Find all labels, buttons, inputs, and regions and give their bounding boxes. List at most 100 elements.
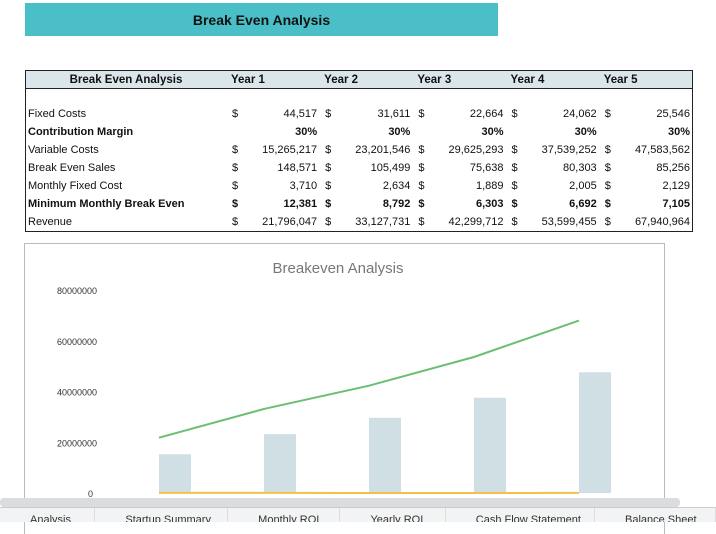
- currency-symbol: $: [319, 105, 339, 123]
- currency-symbol: $: [599, 141, 619, 159]
- cell-value: 22,664: [432, 105, 505, 123]
- bar: [159, 454, 191, 493]
- row-label: Variable Costs: [26, 141, 227, 159]
- cell-value: 6,692: [526, 195, 599, 213]
- currency-symbol: $: [226, 195, 246, 213]
- cell-value: 47,583,562: [619, 141, 693, 159]
- currency-symbol: $: [412, 141, 432, 159]
- cell-value: 80,303: [526, 159, 599, 177]
- y-tick-label: 60000000: [57, 337, 97, 347]
- y-tick-label: 80000000: [57, 286, 97, 296]
- cell-value: 105,499: [339, 159, 412, 177]
- cell-value: 24,062: [526, 105, 599, 123]
- sheet-tab[interactable]: Startup Summary: [95, 508, 228, 522]
- horizontal-scrollbar[interactable]: [0, 498, 680, 507]
- currency-symbol: $: [599, 195, 619, 213]
- cell-value: 148,571: [246, 159, 319, 177]
- row-label: Contribution Margin: [26, 123, 227, 141]
- currency-symbol: $: [319, 177, 339, 195]
- cell-value: 85,256: [619, 159, 693, 177]
- table-row: Fixed Costs$44,517$31,611$22,664$24,062$…: [26, 105, 693, 123]
- row-label: Revenue: [26, 213, 227, 232]
- cell-value: 23,201,546: [339, 141, 412, 159]
- cell-value: 29,625,293: [432, 141, 505, 159]
- row-label: Minimum Monthly Break Even: [26, 195, 227, 213]
- y-tick-label: 20000000: [57, 438, 97, 448]
- currency-symbol: $: [319, 213, 339, 232]
- header-year-5: Year 5: [599, 71, 693, 89]
- header-year-4: Year 4: [506, 71, 599, 89]
- sheet-tab[interactable]: Monthly ROI: [228, 508, 340, 522]
- currency-symbol: $: [412, 177, 432, 195]
- currency-symbol: $: [319, 141, 339, 159]
- cell-value: 42,299,712: [432, 213, 505, 232]
- cell-value: 30%: [432, 123, 505, 141]
- currency-symbol: $: [226, 213, 246, 232]
- cell-value: 8,792: [339, 195, 412, 213]
- cell-value: 67,940,964: [619, 213, 693, 232]
- currency-symbol: $: [506, 213, 526, 232]
- empty-cell: [506, 123, 526, 141]
- y-tick-label: 40000000: [57, 388, 97, 398]
- currency-symbol: $: [506, 105, 526, 123]
- cell-value: 2,634: [339, 177, 412, 195]
- cell-value: 2,129: [619, 177, 693, 195]
- cell-value: 30%: [619, 123, 693, 141]
- row-label: Fixed Costs: [26, 105, 227, 123]
- header-year-2: Year 2: [319, 71, 412, 89]
- cell-value: 53,599,455: [526, 213, 599, 232]
- table-row: Revenue$21,796,047$33,127,731$42,299,712…: [26, 213, 693, 232]
- table-row: Variable Costs$15,265,217$23,201,546$29,…: [26, 141, 693, 159]
- break-even-table: Break Even Analysis Year 1 Year 2 Year 3…: [25, 70, 693, 232]
- currency-symbol: $: [226, 105, 246, 123]
- empty-cell: [412, 123, 432, 141]
- sheet-tab[interactable]: Analysis: [0, 508, 95, 522]
- bar: [264, 434, 296, 493]
- currency-symbol: $: [506, 177, 526, 195]
- currency-symbol: $: [412, 159, 432, 177]
- currency-symbol: $: [599, 105, 619, 123]
- cell-value: 7,105: [619, 195, 693, 213]
- currency-symbol: $: [599, 213, 619, 232]
- cell-value: 75,638: [432, 159, 505, 177]
- cell-value: 1,889: [432, 177, 505, 195]
- table-row: Break Even Sales$148,571$105,499$75,638$…: [26, 159, 693, 177]
- row-label: Break Even Sales: [26, 159, 227, 177]
- sheet-tab[interactable]: Yearly ROI: [340, 508, 445, 522]
- cell-value: 37,539,252: [526, 141, 599, 159]
- currency-symbol: $: [599, 177, 619, 195]
- empty-cell: [319, 123, 339, 141]
- header-year-3: Year 3: [412, 71, 505, 89]
- cell-value: 12,381: [246, 195, 319, 213]
- spacer-row: [26, 89, 693, 106]
- currency-symbol: $: [319, 159, 339, 177]
- bar: [369, 418, 401, 493]
- cell-value: 44,517: [246, 105, 319, 123]
- header-label: Break Even Analysis: [26, 71, 227, 89]
- table-row: Minimum Monthly Break Even$12,381$8,792$…: [26, 195, 693, 213]
- currency-symbol: $: [412, 195, 432, 213]
- cell-value: 30%: [339, 123, 412, 141]
- cell-value: 33,127,731: [339, 213, 412, 232]
- cell-value: 25,546: [619, 105, 693, 123]
- table-row: Monthly Fixed Cost$3,710$2,634$1,889$2,0…: [26, 177, 693, 195]
- currency-symbol: $: [226, 141, 246, 159]
- header-year-1: Year 1: [226, 71, 319, 89]
- sheet-tab[interactable]: Balance Sheet: [595, 508, 716, 522]
- chart-svg: Breakeven Analysis0200000004000000060000…: [25, 244, 664, 534]
- table-header: Break Even Analysis Year 1 Year 2 Year 3…: [26, 71, 693, 89]
- cell-value: 6,303: [432, 195, 505, 213]
- currency-symbol: $: [506, 159, 526, 177]
- currency-symbol: $: [506, 195, 526, 213]
- currency-symbol: $: [412, 105, 432, 123]
- sheet-title: Break Even Analysis: [25, 3, 498, 36]
- bar: [579, 372, 611, 493]
- currency-symbol: $: [599, 159, 619, 177]
- sheet-tab[interactable]: Cash Flow Statement: [446, 508, 595, 522]
- row-label: Monthly Fixed Cost: [26, 177, 227, 195]
- cell-value: 30%: [246, 123, 319, 141]
- currency-symbol: $: [506, 141, 526, 159]
